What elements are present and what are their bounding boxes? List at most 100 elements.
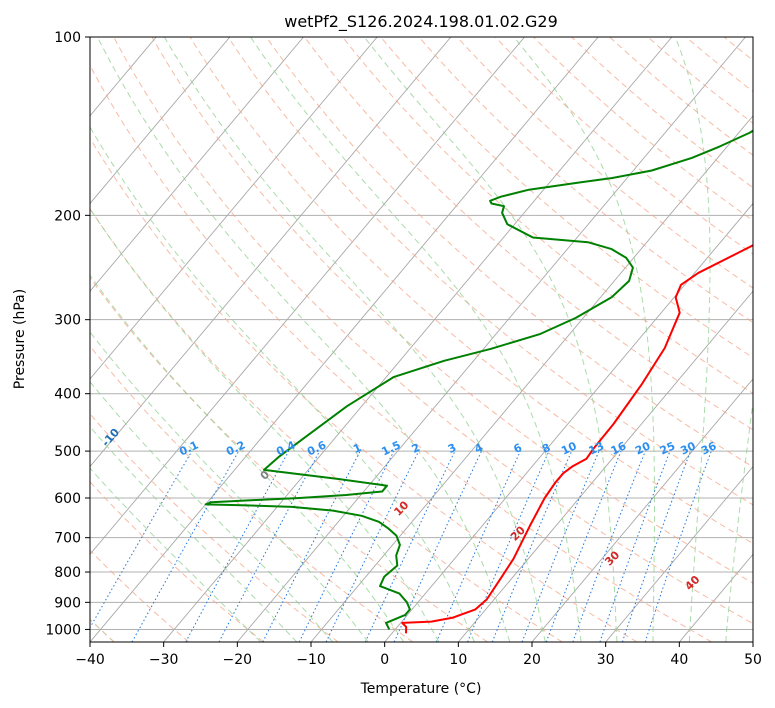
- moist-adiabat-line: [762, 37, 775, 642]
- moist-adiabat-line: [90, 126, 475, 642]
- moist-adiabat-line: [90, 331, 369, 642]
- x-tick-label: 20: [523, 652, 541, 668]
- x-tick-label: 50: [744, 652, 762, 668]
- moist-adiabat-label: 10: [391, 498, 411, 518]
- mixing-ratio-line: [621, 450, 691, 642]
- isotherm-line: [90, 37, 452, 468]
- isotherm-line: [163, 37, 673, 642]
- dewpoint-profile-line: [204, 129, 753, 630]
- moist-adiabat-label: 30: [602, 548, 622, 568]
- y-tick-label: 1000: [45, 622, 81, 638]
- dry-adiabat-label: -20: [17, 397, 40, 421]
- moist-adiabat-line: [90, 274, 405, 642]
- mixing-ratio-label: 25: [658, 439, 677, 457]
- isotherm-line: [752, 641, 753, 642]
- mixing-ratio-line: [218, 450, 320, 642]
- mixing-ratio-label: 0.2: [224, 438, 247, 458]
- profile-series: [204, 129, 753, 634]
- y-tick-label: 900: [54, 595, 81, 611]
- skewed-isotherms: [90, 37, 753, 642]
- mixing-ratio-label: 1.5: [380, 438, 403, 458]
- mixing-ratio-line: [521, 450, 600, 642]
- mixing-ratio-label: 0.6: [305, 438, 328, 458]
- y-axis-ticks: 1000 900 800 700 600 500 400 300 200 100: [45, 30, 90, 638]
- moist-adiabat-line: [97, 37, 511, 642]
- mixing-ratio-label: 36: [699, 439, 719, 457]
- y-tick-label: 300: [54, 313, 81, 329]
- y-tick-label: 800: [54, 565, 81, 581]
- isotherm-line: [90, 37, 378, 380]
- moist-adiabat-line: [363, 37, 618, 642]
- moist-adiabat-line: [513, 37, 655, 642]
- dry-adiabat-line: [90, 207, 563, 642]
- mixing-ratio-lines: [90, 450, 712, 642]
- mixing-ratio-line: [185, 450, 290, 642]
- dry-adiabat-line: [418, 37, 753, 324]
- dry-adiabat-line: [647, 37, 753, 124]
- mixing-ratio-label: 8: [540, 441, 552, 456]
- x-tick-label: 30: [597, 652, 615, 668]
- dry-adiabat-line: [90, 137, 638, 642]
- dry-adiabat-line: [723, 37, 753, 61]
- isotherm-line: [678, 553, 753, 642]
- y-tick-label: 400: [54, 387, 81, 403]
- mixing-ratio-line: [298, 450, 395, 642]
- x-tick-label: 10: [449, 652, 467, 668]
- mixing-ratio-label: 16: [609, 439, 629, 457]
- mixing-ratio-line: [467, 450, 550, 642]
- isotherm-line: [236, 37, 746, 642]
- moist-adiabat-label: 40: [682, 573, 702, 593]
- mixing-ratio-label: 2: [410, 441, 422, 456]
- dry-adiabat-line: [90, 549, 190, 642]
- dry-adiabat-line: [90, 277, 488, 642]
- mixing-ratio-label: 30: [678, 439, 698, 457]
- dry-adiabat-line: [151, 37, 753, 584]
- y-tick-label: 100: [54, 30, 81, 46]
- mixing-ratio-line: [572, 450, 646, 642]
- x-tick-label: −40: [75, 652, 105, 668]
- x-tick-label: 40: [670, 652, 688, 668]
- moist-adiabat-line: [250, 37, 582, 642]
- y-tick-label: 700: [54, 531, 81, 547]
- mixing-ratio-line: [435, 450, 521, 642]
- mixing-ratio-label: 4: [473, 441, 486, 456]
- dry-adiabat-line: [90, 481, 264, 642]
- dry-adiabats: [90, 37, 753, 642]
- mixing-ratio-line: [491, 450, 573, 642]
- mixing-ratio-label: 13: [587, 439, 606, 457]
- x-axis-label: Temperature (°C): [360, 681, 482, 697]
- isotherm-line: [310, 115, 753, 642]
- mixing-ratio-line: [545, 450, 622, 642]
- grid: [90, 37, 753, 630]
- mixing-ratio-label: 1: [351, 441, 363, 456]
- mixing-ratio-line: [90, 450, 193, 629]
- mixing-ratio-label: 0.1: [177, 438, 200, 458]
- moist-adiabat-line: [90, 207, 440, 642]
- dry-adiabat-line: [265, 37, 753, 468]
- temperature-profile-line: [401, 244, 753, 634]
- isotherm-line: [384, 202, 753, 642]
- moist-adiabat-line: [90, 425, 298, 642]
- isotherm-line: [531, 378, 753, 642]
- dry-adiabat-line: [494, 37, 753, 255]
- dry-adiabat-line: [456, 37, 753, 289]
- x-tick-label: −30: [149, 652, 179, 668]
- isotherm-line: [605, 465, 753, 642]
- dry-adiabat-line: [90, 345, 414, 642]
- moist-adiabat-line: [163, 37, 546, 642]
- moist-adiabat-label: 20: [508, 523, 528, 543]
- dry-adiabat-line: [571, 37, 753, 189]
- dry-adiabat-label: -10: [99, 426, 122, 450]
- dry-adiabat-line: [189, 37, 753, 545]
- isotherm-line: [90, 37, 525, 556]
- dry-adiabat-line: [90, 64, 712, 642]
- dry-adiabat-line: [609, 37, 753, 156]
- y-tick-label: 200: [54, 208, 81, 224]
- dry-adiabat-line: [113, 37, 753, 625]
- moist-adiabat-line: [725, 398, 753, 642]
- moist-adiabat-line: [674, 37, 711, 642]
- mixing-ratio-label: 3: [446, 441, 458, 456]
- x-axis-ticks: −40 −30 −20 −10 0 10 20 30 40 50: [75, 642, 762, 668]
- plot-area: -100-90-80-70-60-50-40-30-20-100.10.20.4…: [17, 37, 775, 642]
- isotherm-line: [90, 37, 304, 292]
